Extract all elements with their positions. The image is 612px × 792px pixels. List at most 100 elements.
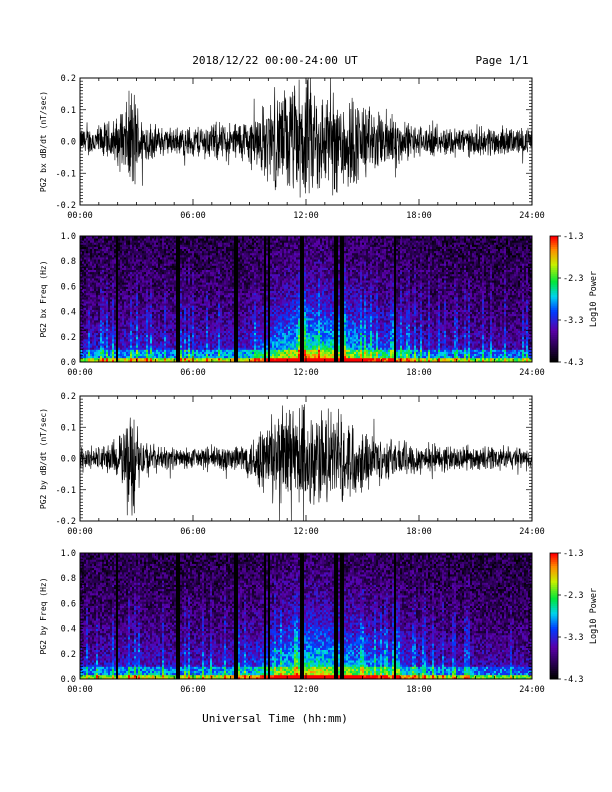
spectrogram-cell (134, 250, 137, 254)
spectrogram-cell (148, 265, 151, 268)
spectrogram-cell (156, 269, 159, 273)
spectrogram-cell (142, 278, 145, 281)
spectrogram-cell (176, 250, 179, 254)
spectrogram-cell (98, 351, 101, 354)
spectrogram-cell (150, 334, 153, 338)
spectrogram-cell (84, 286, 87, 289)
spectrogram-cell (106, 246, 109, 249)
spectrogram-cell (104, 242, 107, 245)
spectrogram-cell (134, 265, 137, 268)
spectrogram-cell (182, 322, 185, 325)
spectrogram-cell (116, 322, 119, 325)
spectrogram-cell (174, 303, 177, 306)
spectrogram-cell (172, 261, 175, 264)
spectrogram-cell (118, 242, 121, 245)
spectrogram-cell (156, 273, 159, 277)
spectrogram-cell (160, 238, 163, 241)
spectrogram-cell (168, 261, 171, 264)
spectrogram-cell (132, 336, 135, 340)
spectrogram-cell (100, 341, 103, 344)
spectrogram-cell (190, 236, 193, 239)
spectrogram-cell (124, 267, 127, 270)
spectrogram-cell (120, 345, 123, 348)
spectrogram-cell (138, 307, 141, 310)
spectrogram-cell (82, 351, 85, 354)
spectrogram-cell (134, 273, 137, 277)
spectrogram-cell (136, 271, 139, 275)
spectrogram-cell (194, 271, 197, 275)
spectrogram-cell (144, 290, 147, 294)
spectrogram-cell (96, 343, 99, 346)
spectrogram-cell (100, 244, 103, 247)
spectrogram-cell (184, 280, 187, 283)
spectrogram-cell (146, 351, 149, 354)
spectrogram-cell (104, 341, 107, 344)
spectrogram-cell (132, 236, 135, 239)
spectrogram-cell (126, 275, 129, 279)
spectrogram-cell (182, 315, 185, 319)
spectrogram-cell (142, 303, 145, 306)
spectrogram-cell (194, 282, 197, 285)
spectrogram-cell (176, 248, 179, 252)
spectrogram-cell (94, 275, 97, 279)
spectrogram-cell (176, 269, 179, 273)
spectrogram-cell (180, 341, 183, 344)
spectrogram-cell (158, 240, 161, 243)
spectrogram-cell (106, 345, 109, 348)
spectrogram-cell (152, 357, 155, 361)
spectrogram-cell (122, 263, 125, 266)
spectrogram-cell (122, 273, 125, 277)
spectrogram-cell (90, 248, 93, 252)
spectrogram-cell (94, 343, 97, 346)
spectrogram-cell (134, 259, 137, 262)
spectrogram-cell (82, 286, 85, 289)
spectrogram-cell (162, 311, 165, 315)
spectrogram-cell (116, 328, 119, 331)
spectrogram-cell (122, 292, 125, 296)
spectrogram-cell (154, 254, 157, 258)
spectrogram-cell (90, 334, 93, 338)
spectrogram-cell (144, 332, 147, 336)
spectrogram-cell (114, 303, 117, 306)
spectrogram-cell (94, 288, 97, 291)
spectrogram-cell (98, 246, 101, 249)
spectrogram-cell (140, 330, 143, 333)
spectrogram-cell (180, 357, 183, 361)
spectrogram-cell (130, 273, 133, 277)
spectrogram-cell (170, 248, 173, 252)
spectrogram-cell (82, 269, 85, 273)
spectrogram-cell (86, 273, 89, 277)
spectrogram-cell (192, 269, 195, 273)
spectrogram-cell (100, 317, 103, 321)
spectrogram-cell (120, 265, 123, 268)
spectrogram-cell (142, 257, 145, 260)
spectrogram-cell (120, 307, 123, 310)
spectrogram-cell (152, 261, 155, 264)
spectrogram-cell (184, 271, 187, 275)
spectrogram-cell (84, 307, 87, 310)
spectrogram-cell (148, 341, 151, 344)
spectrogram-cell (112, 320, 115, 323)
spectrogram-cell (110, 273, 113, 277)
spectrogram-cell (176, 280, 179, 283)
spectrogram-cell (150, 273, 153, 277)
spectrogram-cell (140, 288, 143, 291)
spectrogram-cell (108, 284, 111, 287)
spectrogram-cell (168, 311, 171, 315)
spectrogram-cell (80, 240, 83, 243)
spectrogram-cell (86, 284, 89, 287)
spectrogram-cell (180, 328, 183, 331)
spectrogram-cell (146, 275, 149, 279)
spectrogram-cell (182, 278, 185, 281)
spectrogram-cell (96, 299, 99, 302)
spectrogram-cell (82, 288, 85, 291)
spectrogram-cell (144, 320, 147, 323)
spectrogram-cell (134, 257, 137, 260)
spectrogram-cell (132, 238, 135, 241)
spectrogram-cell (120, 299, 123, 302)
spectrogram-cell (126, 313, 129, 317)
spectrogram-cell (84, 282, 87, 285)
spectrogram-cell (144, 353, 147, 357)
spectrogram-cell (166, 359, 169, 363)
spectrogram-cell (130, 334, 133, 338)
